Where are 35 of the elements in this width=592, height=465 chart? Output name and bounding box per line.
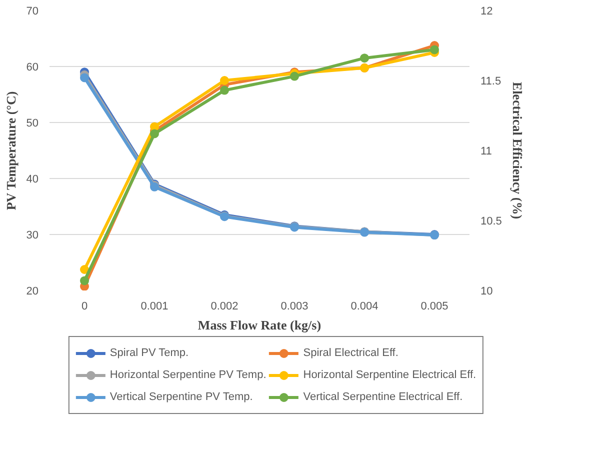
- y-tick-label: 60: [26, 62, 39, 74]
- y-tick-label: 20: [26, 286, 39, 298]
- y-tick-label: 50: [26, 118, 39, 130]
- legend-label: Vertical Serpentine Electrical Eff.: [303, 390, 463, 404]
- point: [220, 86, 229, 95]
- y2-axis-title: Electrical Efficiency (%): [510, 82, 525, 220]
- x-tick-label: 0.004: [350, 300, 378, 312]
- legend-label: Spiral PV Temp.: [110, 346, 189, 360]
- y2-tick-label: 10: [480, 286, 493, 298]
- x-tick-label: 0.002: [210, 300, 238, 312]
- y-tick-label: 30: [26, 230, 39, 242]
- point: [80, 73, 89, 82]
- legend-label: Horizontal Serpentine Electrical Eff.: [303, 368, 476, 382]
- x-axis-title: Mass Flow Rate (kg/s): [198, 318, 322, 332]
- point: [150, 129, 159, 138]
- x-tick-label: 0.003: [280, 300, 308, 312]
- point: [290, 72, 299, 81]
- y2-tick-label: 11.5: [480, 76, 502, 88]
- point: [360, 54, 369, 63]
- x-tick-label: 0.005: [420, 300, 448, 312]
- y-axis-title: PV Temperature (°C): [3, 91, 18, 210]
- legend-label: Vertical Serpentine PV Temp.: [110, 390, 253, 404]
- legend-label: Horizontal Serpentine PV Temp.: [110, 368, 266, 382]
- x-tick-label: 0.001: [140, 300, 168, 312]
- y2-tick-label: 10.5: [480, 216, 502, 228]
- y2-tick-label: 12: [480, 6, 493, 18]
- point: [430, 45, 439, 54]
- y-tick-label: 70: [26, 6, 39, 18]
- legend-label: Spiral Electrical Eff.: [303, 346, 398, 360]
- y2-tick-label: 11: [480, 146, 492, 158]
- point: [80, 265, 89, 274]
- y-tick-label: 40: [26, 174, 39, 186]
- point: [80, 276, 89, 286]
- x-tick-label: 0: [81, 300, 88, 312]
- point: [220, 76, 229, 85]
